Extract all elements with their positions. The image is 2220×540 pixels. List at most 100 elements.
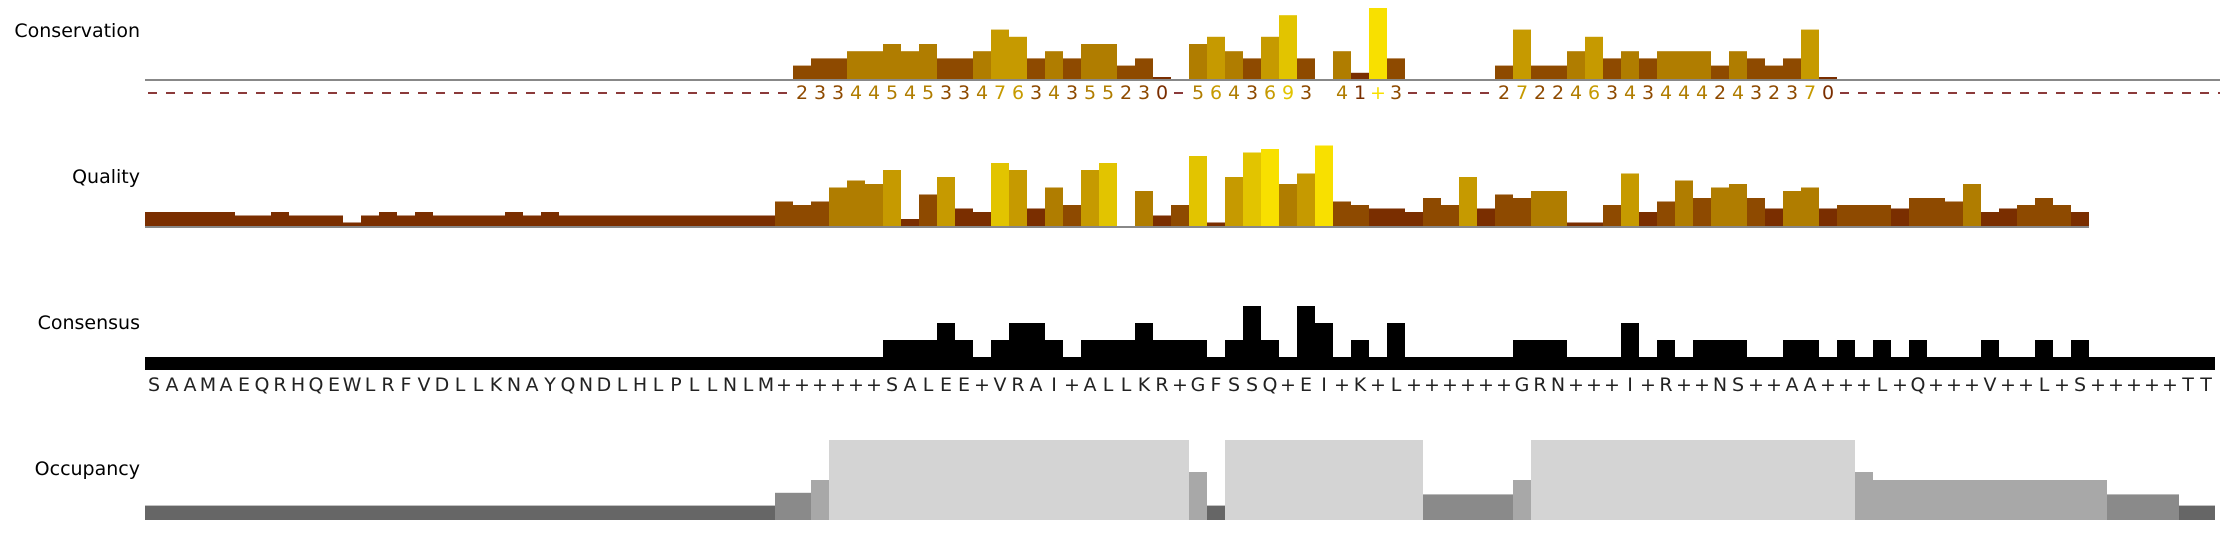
- quality-bar: [1261, 149, 1279, 226]
- consensus-residue: V: [418, 374, 431, 396]
- consensus-bar: [1513, 340, 1531, 357]
- quality-bar: [577, 215, 595, 226]
- quality-bar: [361, 215, 379, 226]
- conservation-scores: 2 3 3 4 4 5 4 5 3 3 4 7 6 3 4 3 5 5 2 3 0 5 6 4 3 6 9 3 4 1 +3 2 7 2 2 4 6 3 4…: [148, 82, 2220, 104]
- quality-bar: [1063, 205, 1081, 226]
- consensus-track-label: Consensus: [37, 312, 140, 334]
- consensus-residue: W: [343, 374, 362, 396]
- occupancy-bar: [1207, 505, 1225, 520]
- conservation-track-label: Conservation: [14, 20, 140, 42]
- quality-bar: [1927, 198, 1945, 226]
- conservation-bar: [901, 51, 919, 80]
- quality-bar: [307, 215, 325, 226]
- conservation-bar: [1711, 65, 1729, 80]
- consensus-bar: [1981, 340, 1999, 357]
- consensus-bar: [1729, 340, 1747, 357]
- occupancy-bar: [775, 492, 811, 520]
- conservation-score-label: 2: [1120, 82, 1132, 104]
- consensus-residue: N: [1713, 374, 1727, 396]
- consensus-bar: [1081, 340, 1099, 357]
- quality-bar: [2053, 205, 2071, 226]
- quality-bar: [1459, 177, 1477, 226]
- conservation-bar: [883, 44, 901, 80]
- consensus-residue: L: [1103, 374, 1114, 396]
- consensus-bar: [883, 340, 901, 357]
- consensus-residue: K: [490, 374, 503, 396]
- conservation-score-label: 1: [1354, 82, 1366, 104]
- consensus-residue: R: [1011, 374, 1024, 396]
- consensus-residue: N: [507, 374, 521, 396]
- quality-bar: [1711, 187, 1729, 226]
- conservation-bar: [1117, 65, 1135, 80]
- consensus-residue: S: [1246, 374, 1258, 396]
- consensus-residue: M: [200, 374, 216, 396]
- consensus-residue: +: [1172, 374, 1188, 396]
- consensus-bar: [1243, 306, 1261, 357]
- consensus-residue: +: [1766, 374, 1782, 396]
- conservation-score-label: 4: [1696, 82, 1708, 104]
- conservation-score-label: 3: [1750, 82, 1762, 104]
- consensus-residue: R: [1659, 374, 1672, 396]
- conservation-score-label: 3: [1642, 82, 1654, 104]
- consensus-residue: +: [1856, 374, 1872, 396]
- conservation-bar: [1099, 44, 1117, 80]
- consensus-residue: A: [1804, 374, 1817, 396]
- consensus-residue: S: [886, 374, 898, 396]
- occupancy-bar: [145, 505, 775, 520]
- consensus-residue: +: [2144, 374, 2160, 396]
- conservation-score-label: 5: [1192, 82, 1204, 104]
- consensus-bar: [1351, 340, 1369, 357]
- quality-bar: [721, 215, 739, 226]
- quality-bar: [2017, 205, 2035, 226]
- occupancy-bar: [811, 480, 829, 520]
- occupancy-bar: [1189, 472, 1207, 520]
- consensus-residue: +: [2018, 374, 2034, 396]
- conservation-score-label: 2: [1768, 82, 1780, 104]
- consensus-residue: R: [1533, 374, 1546, 396]
- consensus-residue: +: [974, 374, 990, 396]
- quality-bar: [397, 215, 415, 226]
- quality-bar: [1387, 208, 1405, 226]
- quality-bar: [343, 222, 361, 226]
- consensus-residue: L: [473, 374, 484, 396]
- consensus-sequence: S A A M A E Q R H Q E W L R F V D L L K N A Y Q N D L H L P L L N L M + + + + +…: [148, 374, 2212, 396]
- occupancy-bar: [1225, 440, 1423, 520]
- quality-bar: [901, 219, 919, 226]
- quality-bar: [1423, 198, 1441, 226]
- consensus-bar: [1171, 340, 1189, 357]
- conservation-bar: [1063, 58, 1081, 80]
- consensus-residue: +: [1496, 374, 1512, 396]
- consensus-residue: +: [1748, 374, 1764, 396]
- conservation-bar: [1369, 8, 1387, 80]
- quality-bar: [865, 184, 883, 226]
- consensus-residue: E: [1300, 374, 1312, 396]
- consensus-bar: [1099, 340, 1117, 357]
- consensus-residue: +: [2090, 374, 2106, 396]
- consensus-residue: +: [1406, 374, 1422, 396]
- conservation-score-label: 4: [1336, 82, 1348, 104]
- consensus-residue: N: [1551, 374, 1565, 396]
- consensus-residue: N: [579, 374, 593, 396]
- conservation-score-label: 3: [1066, 82, 1078, 104]
- quality-bar: [775, 201, 793, 226]
- conservation-bar: [1567, 51, 1585, 80]
- conservation-score-label: 6: [1264, 82, 1276, 104]
- conservation-score-label: 3: [958, 82, 970, 104]
- quality-bar: [1027, 208, 1045, 226]
- consensus-residue: +: [1676, 374, 1692, 396]
- quality-bar: [1297, 173, 1315, 226]
- consensus-residue: F: [401, 374, 412, 396]
- conservation-bar: [1009, 36, 1027, 80]
- quality-bar: [1333, 201, 1351, 226]
- consensus-residue: M: [758, 374, 774, 396]
- conservation-score-label: 3: [1030, 82, 1042, 104]
- occupancy-bar: [829, 440, 1189, 520]
- consensus-residue: +: [1820, 374, 1836, 396]
- quality-bar: [1855, 205, 1873, 226]
- quality-bar: [217, 212, 235, 226]
- conservation-score-label: 4: [868, 82, 880, 104]
- conservation-bar: [811, 58, 829, 80]
- consensus-residue: R: [273, 374, 286, 396]
- consensus-residue: +: [1424, 374, 1440, 396]
